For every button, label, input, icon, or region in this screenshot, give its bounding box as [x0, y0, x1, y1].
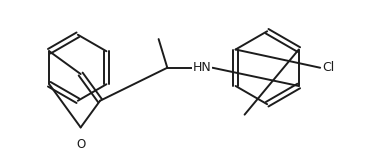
Text: O: O: [76, 138, 85, 150]
Text: Cl: Cl: [322, 61, 334, 74]
Text: HN: HN: [193, 61, 211, 74]
